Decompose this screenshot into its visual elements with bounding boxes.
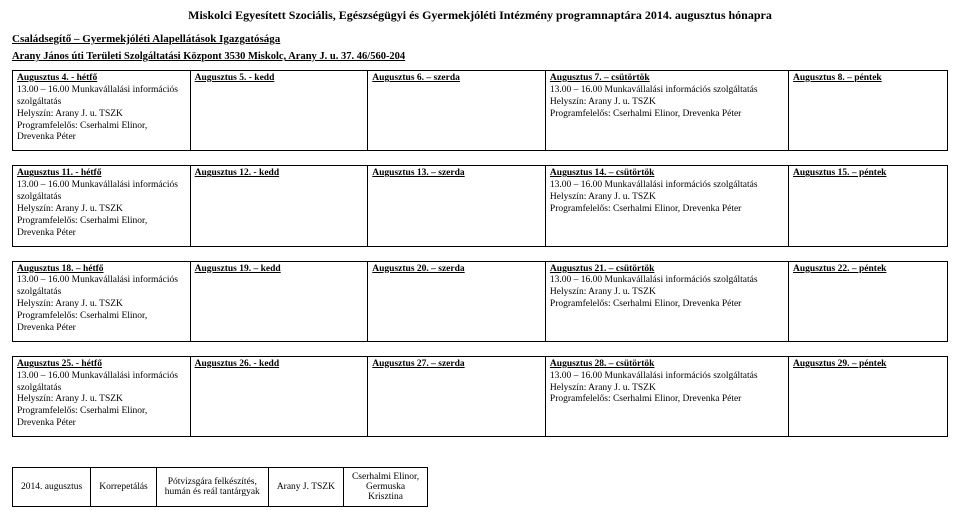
location-heading: Arany János úti Területi Szolgáltatási K… <box>12 51 948 62</box>
page-title: Miskolci Egyesített Szociális, Egészségü… <box>12 8 948 23</box>
day-cell-wed: Augusztus 20. – szerda <box>368 261 546 341</box>
day-cell-fri: Augusztus 8. – péntek <box>789 71 948 151</box>
day-cell-thu: Augusztus 14. – csütörtök13.00 – 16.00 M… <box>545 166 788 246</box>
day-cell-thu: Augusztus 21. – csütörtök13.00 – 16.00 M… <box>545 261 788 341</box>
week-table: Augusztus 4. - hétfő13.00 – 16.00 Munkav… <box>12 70 948 151</box>
day-body: 13.00 – 16.00 Munkavállalási információs… <box>550 180 784 216</box>
day-body: 13.00 – 16.00 Munkavállalási információs… <box>550 371 784 407</box>
day-cell-fri: Augusztus 29. – péntek <box>789 356 948 436</box>
footer-description: Pótvizsgára felkészítés, humán és reál t… <box>156 468 268 507</box>
day-cell-mon: Augusztus 18. – hétfő13.00 – 16.00 Munka… <box>13 261 191 341</box>
day-heading: Augusztus 4. - hétfő <box>17 73 186 85</box>
day-heading: Augusztus 7. – csütörtök <box>550 73 784 85</box>
day-body: 13.00 – 16.00 Munkavállalási információs… <box>17 275 186 334</box>
day-cell-wed: Augusztus 6. – szerda <box>368 71 546 151</box>
directorate-heading: Családsegítő – Gyermekjóléti Alapellátás… <box>12 33 948 45</box>
day-heading: Augusztus 27. – szerda <box>372 359 541 371</box>
footer-table: 2014. augusztus Korrepetálás Pótvizsgára… <box>12 467 428 507</box>
day-cell-mon: Augusztus 4. - hétfő13.00 – 16.00 Munkav… <box>13 71 191 151</box>
day-cell-tue: Augusztus 26. - kedd <box>190 356 368 436</box>
schedule-container: Augusztus 4. - hétfő13.00 – 16.00 Munkav… <box>12 70 948 437</box>
day-heading: Augusztus 13. – szerda <box>372 168 541 180</box>
day-cell-tue: Augusztus 12. - kedd <box>190 166 368 246</box>
day-heading: Augusztus 12. - kedd <box>195 168 364 180</box>
day-cell-wed: Augusztus 27. – szerda <box>368 356 546 436</box>
day-heading: Augusztus 29. – péntek <box>793 359 943 371</box>
day-cell-thu: Augusztus 7. – csütörtök13.00 – 16.00 Mu… <box>545 71 788 151</box>
day-body: 13.00 – 16.00 Munkavállalási információs… <box>17 180 186 239</box>
day-heading: Augusztus 21. – csütörtök <box>550 264 784 276</box>
day-body: 13.00 – 16.00 Munkavállalási információs… <box>17 85 186 144</box>
day-body: 13.00 – 16.00 Munkavállalási információs… <box>17 371 186 430</box>
footer-month: 2014. augusztus <box>13 468 91 507</box>
day-cell-fri: Augusztus 15. – péntek <box>789 166 948 246</box>
day-heading: Augusztus 6. – szerda <box>372 73 541 85</box>
day-cell-mon: Augusztus 25. - hétfő13.00 – 16.00 Munka… <box>13 356 191 436</box>
day-heading: Augusztus 14. – csütörtök <box>550 168 784 180</box>
day-heading: Augusztus 22. – péntek <box>793 264 943 276</box>
day-heading: Augusztus 8. – péntek <box>793 73 943 85</box>
day-heading: Augusztus 15. – péntek <box>793 168 943 180</box>
day-heading: Augusztus 11. - hétfő <box>17 168 186 180</box>
day-body: 13.00 – 16.00 Munkavállalási információs… <box>550 275 784 311</box>
day-cell-wed: Augusztus 13. – szerda <box>368 166 546 246</box>
day-cell-tue: Augusztus 5. - kedd <box>190 71 368 151</box>
day-body: 13.00 – 16.00 Munkavállalási információs… <box>550 85 784 121</box>
day-heading: Augusztus 5. - kedd <box>195 73 364 85</box>
week-table: Augusztus 18. – hétfő13.00 – 16.00 Munka… <box>12 261 948 342</box>
footer-responsible: Cserhalmi Elinor, Germuska Krisztina <box>343 468 427 507</box>
day-cell-mon: Augusztus 11. - hétfő13.00 – 16.00 Munka… <box>13 166 191 246</box>
day-heading: Augusztus 19. – kedd <box>195 264 364 276</box>
day-heading: Augusztus 28. – csütörtök <box>550 359 784 371</box>
day-cell-tue: Augusztus 19. – kedd <box>190 261 368 341</box>
day-cell-thu: Augusztus 28. – csütörtök13.00 – 16.00 M… <box>545 356 788 436</box>
day-cell-fri: Augusztus 22. – péntek <box>789 261 948 341</box>
day-heading: Augusztus 25. - hétfő <box>17 359 186 371</box>
day-heading: Augusztus 26. - kedd <box>195 359 364 371</box>
week-table: Augusztus 25. - hétfő13.00 – 16.00 Munka… <box>12 356 948 437</box>
week-table: Augusztus 11. - hétfő13.00 – 16.00 Munka… <box>12 165 948 246</box>
footer-activity: Korrepetálás <box>91 468 157 507</box>
day-heading: Augusztus 20. – szerda <box>372 264 541 276</box>
day-heading: Augusztus 18. – hétfő <box>17 264 186 276</box>
footer-location: Arany J. TSZK <box>268 468 343 507</box>
